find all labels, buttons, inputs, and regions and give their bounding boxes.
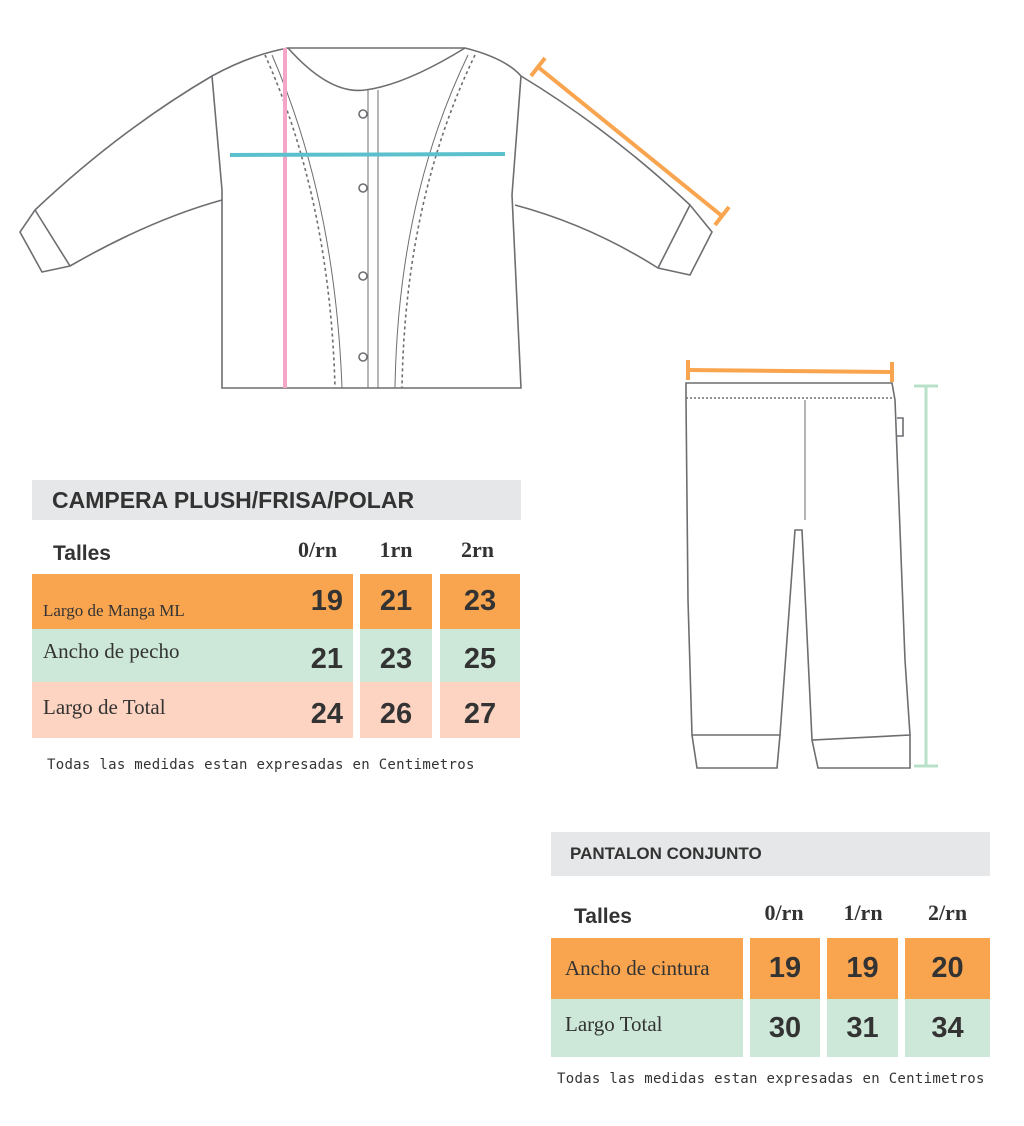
pantalon-row-label: Largo Total	[551, 999, 743, 1057]
campera-value: 21	[280, 629, 353, 682]
pantalon-value: 34	[905, 999, 990, 1057]
campera-value: 25	[440, 629, 520, 682]
pantalon-size-1: 1/rn	[843, 900, 883, 925]
campera-note: Todas las medidas estan expresadas en Ce…	[47, 757, 475, 773]
pantalon-value: 19	[827, 938, 898, 999]
pantalon-size-0: 0/rn	[764, 900, 804, 925]
pantalon-value: 20	[905, 938, 990, 999]
campera-value: 23	[440, 574, 520, 629]
pantalon-row-label: Ancho de cintura	[551, 938, 743, 999]
chest-measure-line	[229, 152, 506, 157]
pants-illustration	[685, 382, 911, 769]
campera-value: 23	[360, 629, 432, 682]
campera-value: 19	[280, 574, 353, 629]
campera-value: 21	[360, 574, 432, 629]
waist-measure-line	[686, 360, 894, 382]
sleeve-measure-line	[529, 56, 731, 227]
pantalon-value: 30	[750, 999, 820, 1057]
pantalon-size-2: 2/rn	[927, 900, 968, 925]
campera-size-1: 1rn	[379, 537, 413, 562]
jacket-illustration	[19, 47, 938, 769]
campera-value: 24	[280, 682, 353, 738]
campera-value: 27	[440, 682, 520, 738]
pantalon-value: 19	[750, 938, 820, 999]
pantalon-note: Todas las medidas estan expresadas en Ce…	[557, 1071, 985, 1087]
pantalon-title: PANTALON CONJUNTO	[551, 832, 990, 876]
campera-size-0: 0/rn	[297, 537, 338, 562]
pantalon-value: 31	[827, 999, 898, 1057]
campera-talles-label: Talles	[53, 542, 111, 565]
campera-size-2: 2rn	[461, 537, 494, 562]
pantalon-talles-label: Talles	[574, 905, 632, 928]
campera-title: CAMPERA PLUSH/FRISA/POLAR	[32, 480, 521, 520]
campera-value: 26	[360, 682, 432, 738]
pants-length-measure-line	[914, 384, 938, 768]
